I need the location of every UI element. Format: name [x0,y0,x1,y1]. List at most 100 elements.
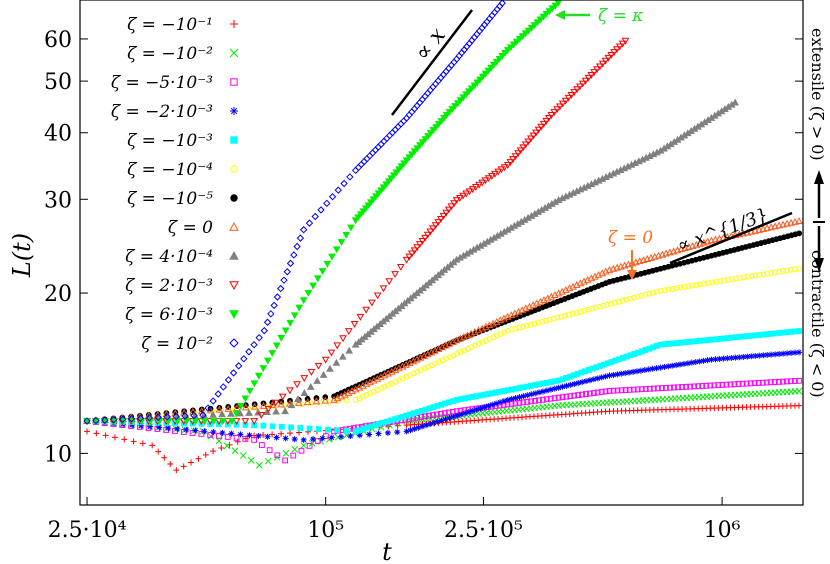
data-point [445,409,452,416]
data-point [154,426,161,432]
data-point [740,274,747,281]
data-point [567,381,574,388]
data-point [512,395,519,402]
data-point [536,16,545,24]
data-point [278,430,285,437]
data-point [637,367,644,374]
data-point [559,394,566,401]
data-point [191,418,200,426]
data-point [154,413,163,422]
plot-frame [79,0,804,506]
data-point [528,391,535,398]
data-point [784,350,791,357]
data-point [385,278,394,286]
data-point [161,454,168,461]
data-point [209,410,217,418]
data-point [673,285,680,292]
y-axis-label: L(t) [8,233,36,278]
data-point [719,381,726,388]
data-point [709,279,715,286]
data-point [411,425,418,432]
data-point [313,376,322,384]
series-0 [84,402,802,474]
data-point [456,194,464,202]
data-point [272,407,280,415]
data-point [467,85,476,93]
data-point [707,382,714,389]
data-point [334,186,343,194]
data-point [339,335,347,343]
data-point [291,436,298,443]
series-9 [83,37,630,426]
data-point [590,69,598,77]
data-point [744,353,751,360]
series-1 [83,387,803,469]
data-point [764,270,771,277]
data-point [408,250,416,258]
data-point [174,425,181,432]
data-point [784,267,791,274]
x-tick-label: 2.5·10⁵ [444,518,523,543]
data-point [356,313,365,321]
data-point [167,460,174,467]
series-11 [83,0,506,425]
data-point [563,393,570,400]
data-point [610,371,617,378]
data-point [327,349,336,357]
data-point [550,109,559,117]
data-point [704,357,711,364]
legend-marker [230,20,238,28]
data-point [551,385,558,392]
data-point [544,114,553,122]
data-point [788,378,794,385]
data-point [768,270,775,276]
data-point [209,397,217,405]
data-point [429,127,438,135]
data-point [508,326,515,333]
data-point [287,401,296,409]
data-point [661,363,668,370]
data-point [516,324,523,331]
data-point [551,395,558,402]
data-point [200,418,209,426]
contractile-arrowhead [814,258,824,272]
data-point [280,276,288,284]
data-point [728,354,735,361]
y-tick-label: 10 [44,442,72,467]
data-point [130,438,137,445]
data-point [520,399,527,406]
data-point [665,286,672,293]
data-point [426,130,435,138]
linear-guide-line [391,9,473,116]
data-point [373,292,382,300]
data-point [266,447,273,454]
data-point [268,350,277,358]
data-point [567,92,576,99]
data-point [110,415,118,424]
data-point [257,412,266,419]
data-point [192,427,199,434]
data-point [555,384,562,391]
data-point [297,425,304,431]
data-point [456,97,465,105]
data-point [430,412,436,419]
data-point [375,430,382,437]
data-point [210,448,217,455]
data-point [795,387,803,395]
data-point [653,288,660,295]
data-point [338,352,347,360]
data-point [581,77,590,85]
data-point [524,398,531,405]
data-point [547,112,556,119]
data-point [491,170,499,178]
data-point [269,423,276,430]
data-point [504,396,511,403]
data-point [319,370,328,378]
data-point [693,282,700,288]
data-point [340,179,348,188]
legend-label: ζ = 6·10⁻³ [125,305,213,325]
data-point [419,423,426,430]
data-point [407,427,414,434]
data-point [286,319,295,327]
data-point [332,358,341,366]
